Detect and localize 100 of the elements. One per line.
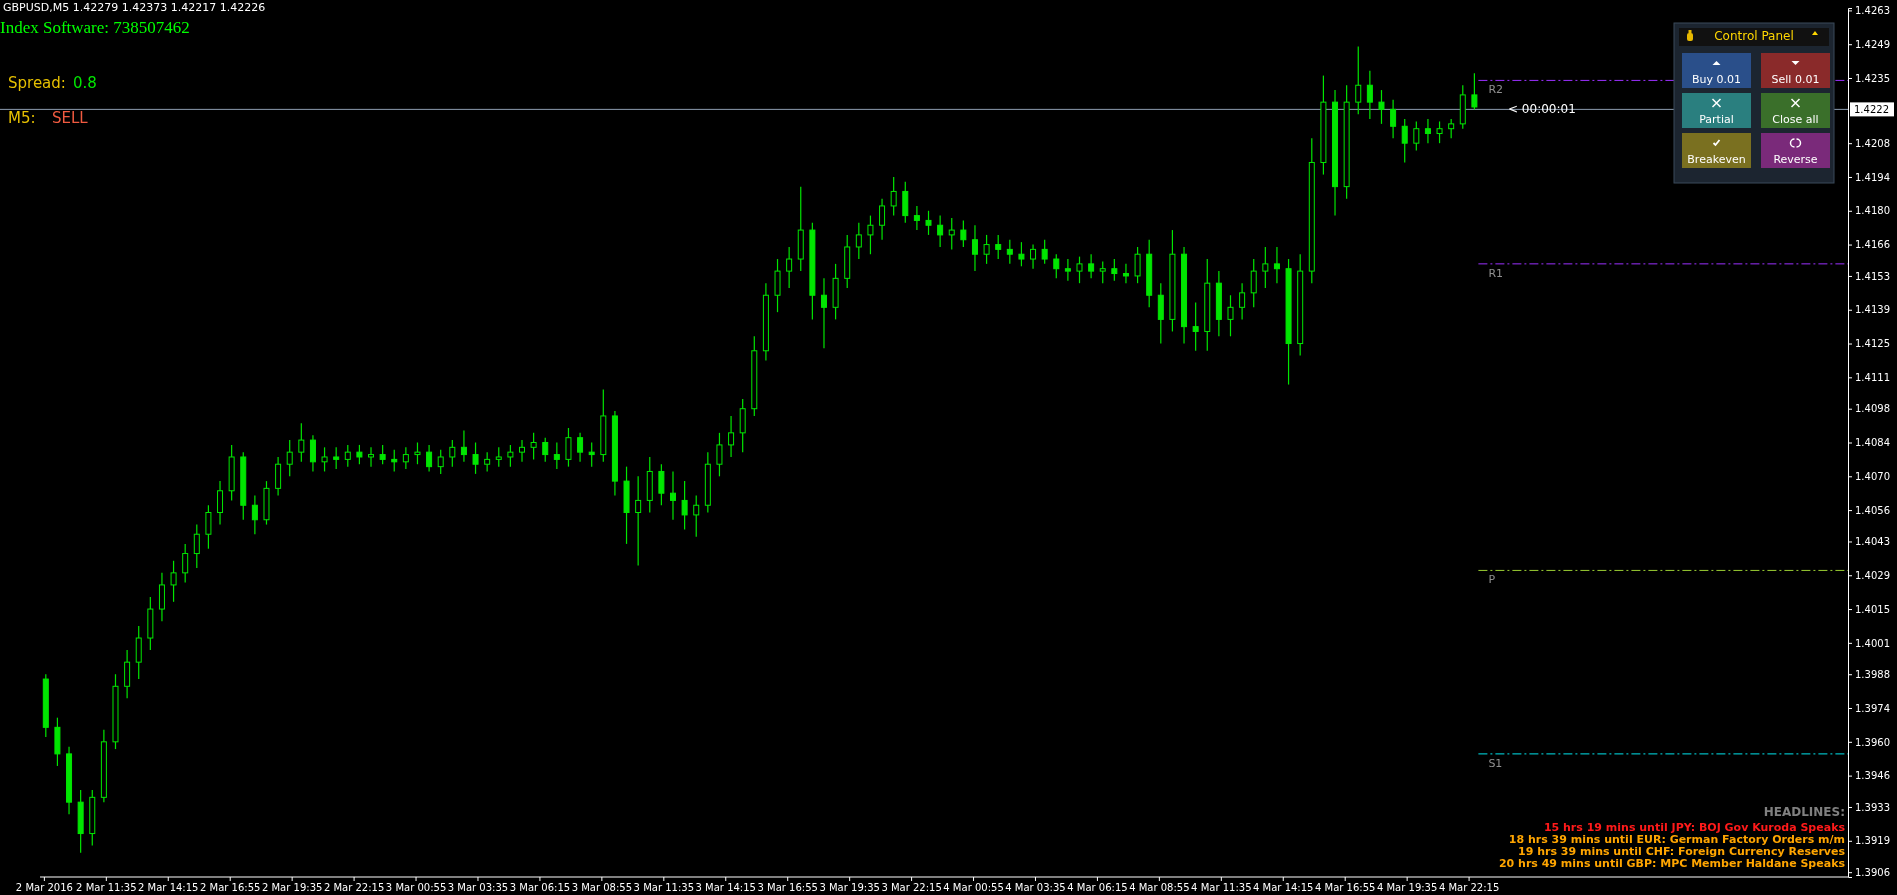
candlestick xyxy=(728,415,735,458)
candlestick xyxy=(1134,246,1141,284)
x-tick-label: 3 Mar 16:55 xyxy=(757,882,818,894)
x-tick-label: 4 Mar 00:55 xyxy=(943,882,1004,894)
candlestick xyxy=(402,446,409,470)
candlestick xyxy=(1355,46,1362,115)
candlestick xyxy=(298,422,305,463)
candlestick xyxy=(855,222,862,260)
x-tick-label: 4 Mar 08:55 xyxy=(1129,882,1190,894)
candlestick xyxy=(1076,256,1083,284)
y-tick-label: 1.4001 xyxy=(1855,637,1890,649)
candlestick xyxy=(193,523,200,569)
candlestick xyxy=(472,441,479,475)
x-tick-label: 2 Mar 2016 xyxy=(15,882,73,894)
candlestick xyxy=(1262,246,1269,289)
candlestick xyxy=(1413,120,1420,152)
y-tick-label: 1.4084 xyxy=(1855,437,1890,449)
y-tick-label: 1.4043 xyxy=(1855,536,1890,548)
candlestick xyxy=(1390,99,1397,139)
y-tick-label: 1.4056 xyxy=(1855,504,1890,516)
x-tick-label: 3 Mar 03:35 xyxy=(447,882,509,894)
y-tick-label: 1.3933 xyxy=(1855,801,1890,813)
annotation: 18 hrs 39 mins until EUR: German Factory Orders m/m xyxy=(1508,833,1845,846)
y-tick-label: 1.4029 xyxy=(1855,569,1890,581)
x-tick-label: 4 Mar 14:15 xyxy=(1253,882,1314,894)
annotation: Spread: xyxy=(8,74,66,92)
candlestick xyxy=(542,437,549,463)
candlestick xyxy=(356,444,363,465)
x-tick-label: 2 Mar 14:15 xyxy=(138,882,199,894)
candlestick xyxy=(1088,253,1095,279)
x-tick-label: 2 Mar 11:35 xyxy=(76,882,137,894)
candlestick xyxy=(217,480,224,526)
candlestick xyxy=(565,427,572,468)
candlestick xyxy=(1006,239,1013,265)
chart-title: GBPUSD,M5 1.42279 1.42373 1.42217 1.42226 xyxy=(3,1,266,14)
candlestick xyxy=(553,441,560,470)
x-tick-label: 3 Mar 08:55 xyxy=(571,882,633,894)
x-tick-label: 3 Mar 22:15 xyxy=(881,882,942,894)
candlestick xyxy=(182,543,189,584)
candlestick xyxy=(495,446,502,468)
candlestick xyxy=(960,219,967,248)
annotation: Buy 0.01 xyxy=(1691,73,1742,86)
candlestick xyxy=(1239,282,1246,320)
x-tick-label: 4 Mar 11:35 xyxy=(1191,882,1252,894)
x-tick-label: 4 Mar 06:15 xyxy=(1067,882,1128,894)
candlestick xyxy=(1192,301,1199,352)
y-tick-label: 1.4194 xyxy=(1855,171,1890,183)
candlestick xyxy=(890,176,897,217)
candlestick xyxy=(309,434,316,473)
annotation: Close all xyxy=(1772,113,1819,126)
annotation: SELL xyxy=(52,109,89,127)
y-tick-label: 1.3946 xyxy=(1855,770,1890,782)
candlestick xyxy=(1378,89,1385,125)
candlestick xyxy=(1366,70,1373,120)
y-tick-label: 1.4235 xyxy=(1855,72,1890,84)
ref-line-label: 1.4222 xyxy=(1854,104,1889,116)
candlestick xyxy=(879,198,886,241)
y-tick-label: 1.4263 xyxy=(1855,5,1890,17)
annotation: Control Panel xyxy=(1714,29,1794,43)
candlestick xyxy=(437,449,444,475)
annotation: Reverse xyxy=(1773,153,1818,166)
x-tick-label: 3 Mar 14:15 xyxy=(695,882,756,894)
annotation: 0.8 xyxy=(73,74,97,92)
annotation: Partial xyxy=(1699,113,1734,126)
candlestick xyxy=(368,446,375,468)
candlestick xyxy=(449,439,456,468)
y-tick-label: 1.3919 xyxy=(1855,835,1890,847)
candlestick xyxy=(484,451,491,473)
x-tick-label: 4 Mar 19:35 xyxy=(1376,882,1438,894)
candlestick xyxy=(530,432,537,460)
x-tick-label: 2 Mar 16:55 xyxy=(200,882,261,894)
candlestick xyxy=(1099,260,1106,284)
x-tick-label: 2 Mar 22:15 xyxy=(323,882,385,894)
ref-line-label: R1 xyxy=(1488,266,1504,280)
candlestick xyxy=(1273,246,1280,284)
candlestick xyxy=(983,234,990,265)
candlestick xyxy=(414,441,421,465)
candlestick xyxy=(925,210,932,236)
candlestick xyxy=(1018,241,1025,267)
x-tick-label: 4 Mar 03:35 xyxy=(1005,882,1066,894)
annotation: 20 hrs 49 mins until GBP: MPC Member Haldane Speaks xyxy=(1498,857,1846,870)
candlestick xyxy=(1227,294,1234,337)
candlestick xyxy=(1436,120,1443,144)
y-tick-label: 1.4125 xyxy=(1855,338,1890,350)
x-tick-label: 3 Mar 11:35 xyxy=(633,882,695,894)
candlestick xyxy=(1471,72,1478,110)
candlestick xyxy=(333,446,340,470)
candlestick xyxy=(948,217,955,250)
y-tick-label: 1.4111 xyxy=(1855,372,1890,384)
x-tick-label: 3 Mar 00:55 xyxy=(385,882,447,894)
candlestick xyxy=(1122,263,1129,284)
candlestick xyxy=(913,205,920,231)
candlestick xyxy=(205,504,212,550)
ref-line-label: P xyxy=(1488,573,1496,587)
y-tick-label: 1.4180 xyxy=(1855,205,1890,217)
candlestick xyxy=(1448,118,1455,139)
candlestick xyxy=(937,214,944,248)
x-tick-label: 4 Mar 22:15 xyxy=(1438,882,1500,894)
candlestick xyxy=(251,495,258,535)
y-tick-label: 1.4249 xyxy=(1855,38,1890,50)
